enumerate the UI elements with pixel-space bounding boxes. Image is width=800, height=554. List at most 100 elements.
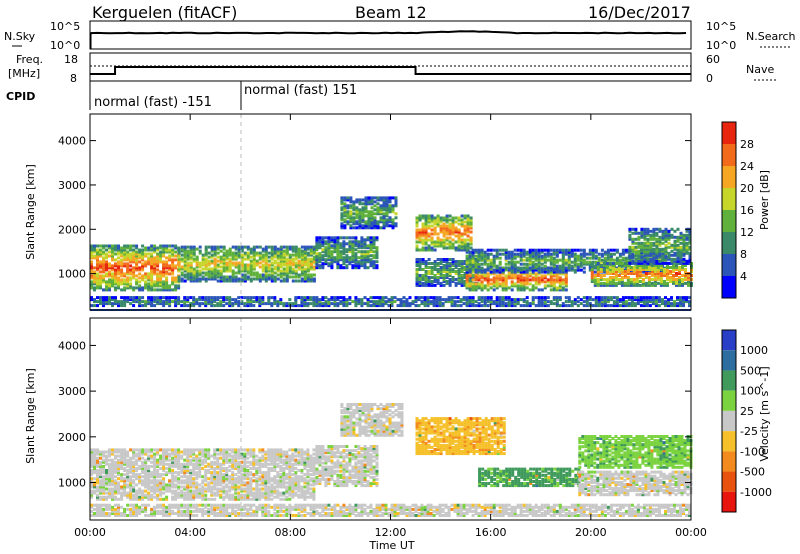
velocity-cell: [108, 462, 111, 466]
power-cell: [174, 276, 178, 280]
power-cell: [370, 206, 374, 210]
power-cell: [667, 245, 671, 249]
power-cell: [495, 282, 499, 286]
velocity-cell: [120, 462, 124, 466]
power-cell: [656, 281, 660, 285]
power-cell: [339, 266, 343, 270]
power-cell: [417, 304, 421, 308]
power-cell: [204, 271, 208, 275]
power-cell: [228, 251, 232, 255]
velocity-cell: [141, 467, 145, 470]
power-cell: [204, 247, 208, 251]
power-cell: [126, 244, 130, 248]
power-cell: [361, 220, 365, 224]
power-cell: [210, 296, 214, 300]
power-cell: [291, 269, 295, 273]
power-cell: [99, 244, 102, 248]
power-cell: [273, 255, 277, 259]
power-cell: [617, 278, 621, 281]
power-cell: [605, 268, 609, 271]
power-cell: [450, 300, 454, 304]
power-cell: [240, 259, 244, 263]
power-cell: [216, 269, 220, 273]
velocity-cell: [150, 497, 154, 501]
power-cell: [448, 280, 452, 283]
power-cell: [621, 296, 625, 300]
power-cell: [667, 235, 671, 239]
power-cell: [204, 245, 208, 249]
power-cell: [141, 300, 145, 304]
velocity-cell: [129, 456, 133, 460]
power-cell: [421, 216, 425, 220]
power-cell: [376, 196, 380, 200]
power-cell: [658, 241, 662, 245]
power-cell: [348, 296, 352, 300]
power-cell: [585, 260, 589, 264]
power-cell: [219, 265, 223, 269]
power-cell: [448, 242, 452, 246]
power-cell: [570, 302, 574, 306]
power-cell: [564, 276, 568, 280]
power-cell: [522, 276, 526, 280]
power-cell: [495, 274, 499, 278]
power-cell: [427, 244, 431, 248]
power-cell: [294, 249, 298, 253]
velocity-cell: [117, 464, 120, 468]
power-cell: [614, 274, 618, 277]
power-cell: [273, 253, 277, 257]
power-cell: [147, 296, 151, 300]
power-cell: [462, 296, 466, 300]
power-cell: [117, 284, 120, 288]
power-cell: [382, 214, 386, 218]
velocity-cell: [96, 485, 99, 489]
power-cell: [463, 214, 467, 218]
power-cell: [312, 251, 316, 255]
power-cell: [390, 296, 394, 300]
power-cell: [474, 286, 478, 290]
power-cell: [291, 267, 295, 271]
power-cell: [439, 220, 443, 224]
power-cell: [336, 254, 340, 258]
velocity-cell: [90, 448, 93, 452]
power-cell: [652, 237, 656, 241]
power-cell: [135, 246, 139, 250]
power-cell: [240, 273, 244, 277]
power-cell: [171, 276, 175, 280]
power-cell: [460, 242, 464, 246]
power-cell: [204, 261, 208, 265]
power-cell: [640, 257, 644, 261]
power-cell: [661, 249, 665, 253]
power-cell: [306, 267, 310, 271]
power-cell: [597, 302, 601, 306]
power-cell: [483, 256, 487, 260]
power-cell: [590, 270, 594, 273]
power-cell: [445, 214, 449, 218]
power-cell: [174, 286, 178, 290]
power-cell: [358, 218, 362, 222]
power-cell: [525, 280, 529, 284]
velocity-cell: [147, 477, 151, 481]
power-cell: [90, 244, 93, 248]
power-cell: [159, 260, 163, 264]
power-cell: [90, 248, 93, 252]
power-cell: [370, 224, 374, 228]
power-cell: [198, 251, 202, 255]
power-cell: [659, 276, 663, 279]
power-cell: [522, 272, 526, 276]
power-cell: [654, 304, 658, 308]
power-cell: [549, 300, 553, 304]
power-cell: [340, 212, 344, 216]
power-cell: [222, 269, 226, 273]
power-cell: [585, 262, 589, 266]
power-cell: [439, 240, 443, 244]
power-cell: [108, 300, 111, 304]
velocity-cell: [111, 489, 114, 493]
nave-tick-bottom: 0: [706, 72, 713, 85]
power-cell: [309, 298, 313, 302]
power-cell: [528, 250, 532, 254]
power-cell: [373, 218, 377, 222]
power-cell: [270, 253, 274, 257]
power-cell: [144, 252, 148, 256]
power-cell: [543, 302, 547, 306]
